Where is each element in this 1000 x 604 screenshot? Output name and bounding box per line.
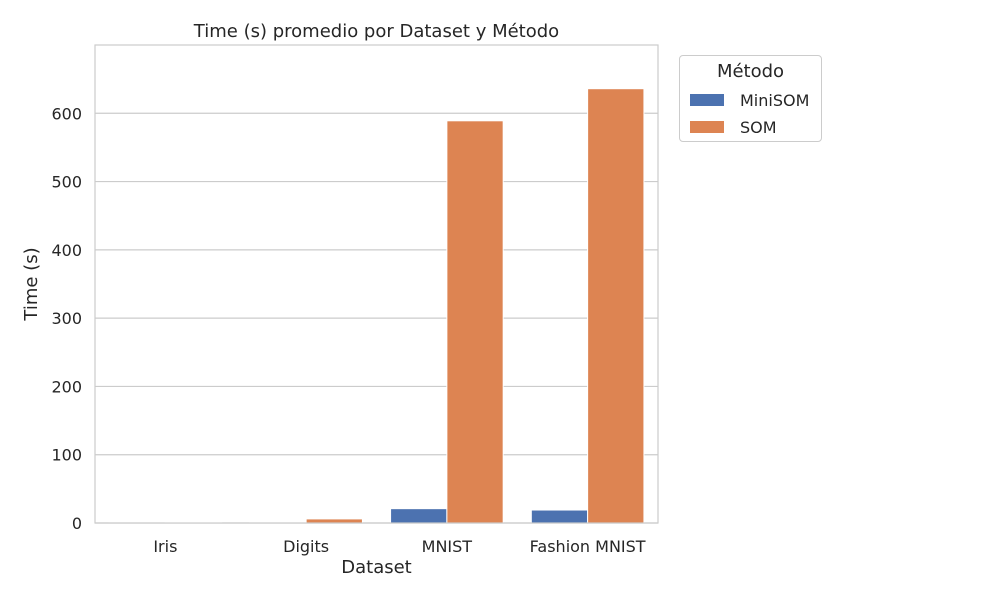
x-tick-label: Iris [153,537,177,556]
bars [109,89,644,523]
plot-frame [95,45,658,523]
legend-item-som: SOM [690,116,777,138]
x-tick-label: MNIST [422,537,473,556]
legend-swatch-som [690,121,724,133]
y-tick-label: 600 [51,104,82,123]
y-tick-label: 300 [51,309,82,328]
y-tick-labels: 0 100 200 300 400 500 600 [51,104,82,533]
legend-title: Método [680,61,821,82]
bar-minisom-fashion-mnist [531,510,587,523]
legend: Método MiniSOM SOM [679,55,822,142]
x-axis-label: Dataset [341,557,412,578]
bar-minisom-mnist [391,509,447,523]
legend-item-minisom: MiniSOM [690,89,809,111]
y-tick-label: 100 [51,446,82,465]
y-tick-label: 400 [51,241,82,260]
legend-swatch-minisom [690,94,724,106]
x-tick-label: Fashion MNIST [530,537,646,556]
x-tick-labels: Iris Digits MNIST Fashion MNIST [153,537,645,556]
bar-som-digits [306,519,362,523]
y-tick-label: 200 [51,377,82,396]
y-axis-label: Time (s) [21,247,42,321]
bar-som-fashion-mnist [588,89,644,523]
grid-lines [95,113,658,523]
legend-label-minisom: MiniSOM [740,91,809,110]
bar-som-mnist [447,121,503,523]
y-tick-label: 0 [72,514,82,533]
legend-label-som: SOM [740,118,777,137]
chart-title: Time (s) promedio por Dataset y Método [193,21,559,42]
y-tick-label: 500 [51,173,82,192]
x-tick-label: Digits [283,537,329,556]
